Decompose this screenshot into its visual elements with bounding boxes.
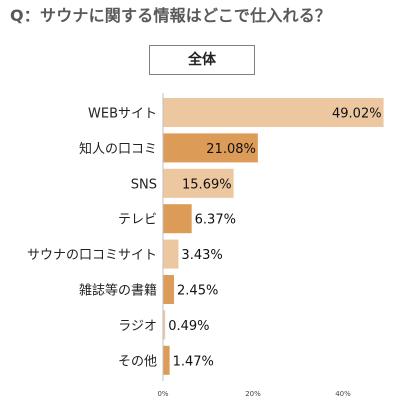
bar — [163, 275, 175, 304]
x-tick-label: 40% — [335, 390, 351, 398]
category-label: その他 — [118, 354, 157, 369]
bar — [163, 168, 234, 198]
value-label: 21.08% — [206, 142, 256, 157]
category-label: ラジオ — [118, 319, 157, 334]
bar — [163, 310, 166, 340]
bar — [163, 239, 179, 269]
category-label: 知人の口コミ — [79, 141, 157, 157]
bar — [163, 345, 170, 375]
category-label: テレビ — [118, 213, 157, 228]
category-label: WEBサイト — [88, 107, 157, 122]
bar — [163, 204, 192, 234]
category-label: サウナの口コミサイト — [27, 248, 157, 263]
chart-title: Q：サウナに関する情報はどこで仕入れる？ — [10, 6, 332, 25]
value-label: 0.49% — [168, 319, 209, 334]
value-label: 1.47% — [173, 354, 214, 369]
value-label: 6.37% — [195, 213, 236, 228]
bar — [163, 133, 258, 163]
category-label: 雑誌等の書籍 — [79, 283, 157, 299]
value-label: 15.69% — [182, 177, 232, 192]
value-label: 3.43% — [181, 248, 222, 263]
value-label: 49.02% — [332, 107, 382, 122]
x-tick-label: 20% — [245, 390, 261, 398]
category-label: SNS — [131, 177, 157, 192]
chart-subtitle: 全体 — [149, 45, 255, 75]
bar — [163, 98, 384, 127]
value-label: 2.45% — [177, 284, 218, 299]
x-tick-label: 0% — [157, 390, 168, 398]
